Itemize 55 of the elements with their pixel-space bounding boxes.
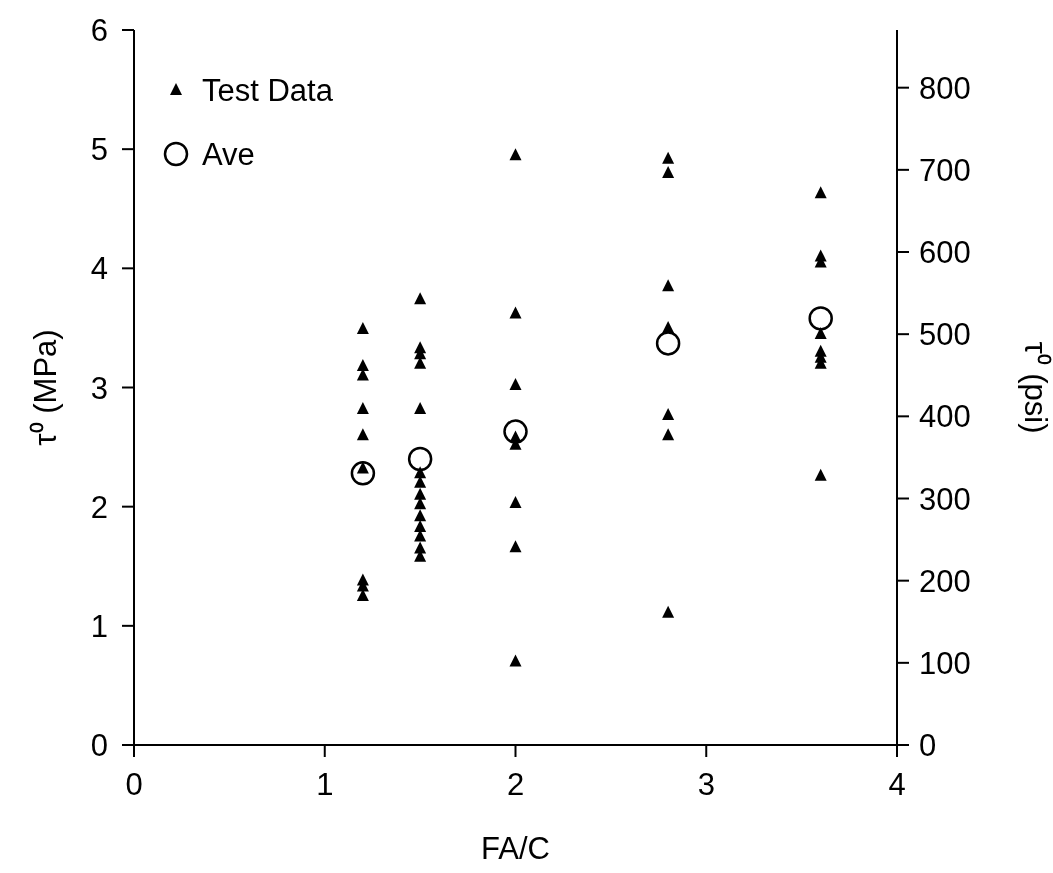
y2-tick-label: 0 — [919, 728, 937, 763]
y2-tick-label: 400 — [919, 399, 971, 435]
point — [414, 509, 427, 522]
point — [662, 279, 675, 292]
y-axis-title: τ⁰ (MPa) — [28, 329, 63, 446]
point — [814, 186, 827, 199]
point — [407, 446, 433, 472]
y-tick-label: 5 — [90, 132, 108, 168]
y-tick-label: 0 — [90, 728, 108, 763]
y-tick-label: 1 — [90, 608, 108, 644]
point — [414, 401, 427, 414]
point — [356, 428, 369, 441]
y-tick-label: 2 — [90, 489, 108, 525]
legend-label: Test Data — [202, 73, 334, 108]
point — [503, 419, 528, 444]
legend-label: Ave — [202, 137, 255, 172]
x-tick-label: 4 — [888, 767, 906, 802]
y-tick-label: 3 — [90, 370, 108, 406]
y-tick-label: 4 — [90, 251, 108, 287]
x-tick-label: 0 — [125, 767, 143, 802]
y2-tick-label: 100 — [919, 645, 971, 681]
point — [655, 331, 681, 356]
point — [662, 320, 675, 333]
point — [509, 148, 522, 161]
point — [509, 378, 522, 391]
y-tick-label: 6 — [90, 13, 108, 48]
point — [662, 151, 675, 164]
point — [509, 496, 522, 509]
point — [662, 605, 675, 618]
point — [814, 468, 827, 481]
x-tick-label: 1 — [316, 767, 334, 802]
point — [414, 487, 427, 500]
y2-tick-label: 200 — [919, 563, 971, 599]
y2-tick-label: 600 — [919, 235, 971, 271]
x-tick-label: 3 — [697, 767, 715, 802]
point — [814, 326, 827, 339]
y2-tick-label: 300 — [919, 481, 971, 517]
x-axis-title: FA/C — [481, 831, 550, 866]
y2-tick-label: 700 — [919, 152, 971, 188]
point — [356, 401, 369, 414]
y2-axis-title: τ⁰ (psi) — [1018, 341, 1053, 434]
point — [662, 166, 675, 178]
point — [662, 407, 675, 420]
point — [356, 322, 369, 335]
y2-tick-label: 500 — [919, 317, 971, 353]
point — [356, 359, 369, 372]
point — [662, 428, 675, 441]
x-tick-label: 2 — [506, 767, 525, 802]
point — [414, 292, 427, 305]
point — [808, 306, 833, 331]
point — [509, 306, 522, 319]
y2-tick-label: 800 — [919, 70, 971, 106]
point — [350, 461, 376, 486]
point — [509, 540, 522, 553]
point — [509, 654, 522, 667]
